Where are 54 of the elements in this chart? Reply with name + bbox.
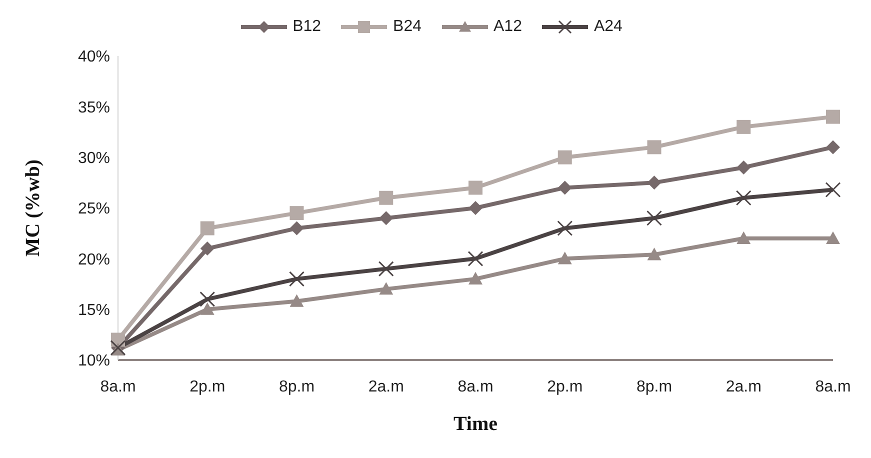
point [379, 211, 394, 226]
point [647, 140, 662, 154]
x-tick-label: 8a.m [100, 378, 136, 396]
point [736, 231, 751, 244]
x-tick-label: 2p.m [190, 378, 226, 396]
point [646, 210, 662, 226]
y-tick-label: 25% [78, 200, 110, 218]
point [825, 182, 841, 198]
point [290, 294, 304, 307]
point [468, 250, 484, 266]
point [468, 180, 482, 195]
point [200, 221, 214, 236]
x-tick-label: 8p.m [636, 378, 672, 396]
x-axis-title: Time [453, 413, 498, 435]
point [647, 176, 662, 190]
point [200, 302, 214, 315]
y-tick-label: 20% [78, 251, 110, 268]
point [558, 180, 572, 195]
point [200, 291, 216, 307]
point [289, 271, 304, 287]
y-tick-label: 15% [78, 302, 110, 320]
point [378, 261, 394, 277]
point [200, 242, 214, 256]
point [290, 206, 304, 220]
point [647, 248, 662, 260]
legend-label: B12 [292, 18, 322, 36]
x-tick-label: 8p.m [278, 378, 315, 396]
y-tick-label: 10% [78, 352, 110, 370]
point [826, 110, 840, 124]
x-tick-label: 8a.m [458, 378, 494, 396]
y-axis-title: MC (%wb) [22, 159, 44, 257]
x-tick-label: 2a.m [726, 378, 762, 396]
point [290, 221, 304, 236]
point [736, 190, 752, 206]
point [736, 160, 751, 174]
point [379, 190, 394, 205]
x-tick-label: 2p.m [547, 378, 583, 396]
legend-label: A12 [492, 18, 522, 36]
x-tick-label: 2a.m [368, 378, 404, 396]
y-tick-label: 30% [78, 150, 110, 168]
point [379, 282, 394, 295]
point [558, 150, 572, 164]
point [468, 272, 482, 285]
point [826, 140, 840, 154]
point [736, 120, 751, 134]
legend-label: A24 [592, 18, 622, 36]
y-tick-label: 40% [78, 48, 110, 66]
legend-label: B24 [392, 18, 422, 36]
y-tick-label: 35% [78, 99, 110, 116]
point [468, 201, 482, 215]
point [557, 220, 573, 236]
point [558, 252, 572, 264]
point [826, 231, 840, 244]
x-tick-label: 8a.m [815, 378, 851, 396]
